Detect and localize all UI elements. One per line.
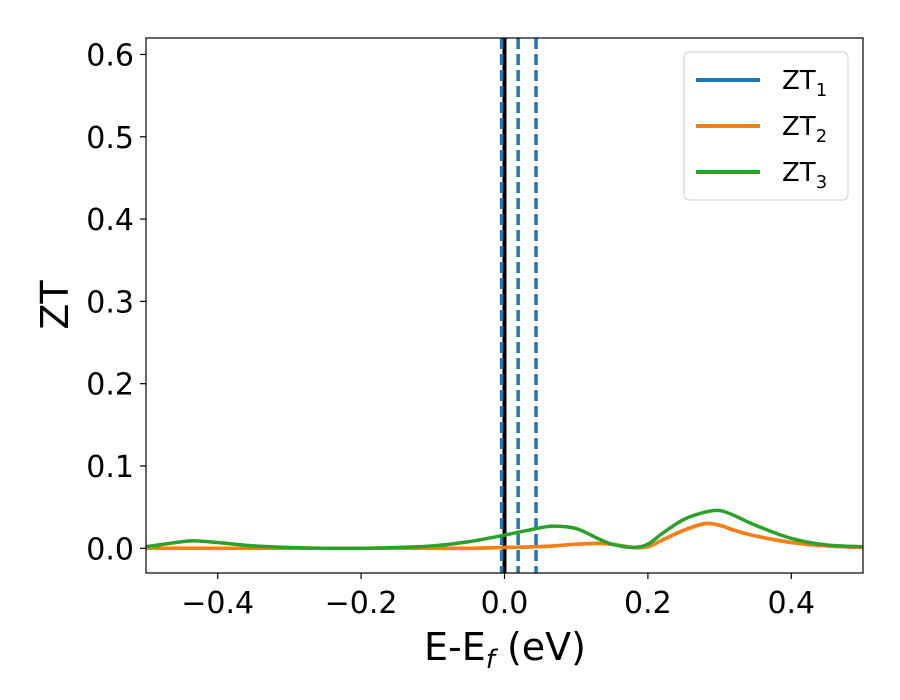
legend-label-zt2: ZT2: [782, 112, 827, 147]
legend-box: [683, 51, 849, 201]
series-line-zt3: [146, 508, 863, 551]
x-axis-ticks: −0.4 −0.2 0.0 0.2 0.4: [181, 573, 815, 621]
x-axis-title-main: E-E: [424, 625, 486, 669]
legend-label-zt1: ZT1: [782, 66, 827, 101]
y-tick-label: 0.3: [86, 285, 134, 320]
x-tick-label: −0.2: [325, 586, 398, 621]
y-tick-label: 0.0: [86, 532, 134, 567]
y-axis-title: ZT: [33, 280, 77, 330]
legend: ZT1 ZT2 ZT3: [683, 51, 849, 201]
vertical-lines: [499, 38, 538, 573]
y-axis-ticks: 0.0 0.1 0.2 0.3 0.4 0.5 0.6: [86, 38, 146, 567]
x-tick-label: −0.4: [181, 586, 254, 621]
y-tick-label: 0.4: [86, 203, 134, 238]
y-tick-label: 0.5: [86, 121, 134, 156]
y-tick-label: 0.1: [86, 450, 134, 485]
y-tick-label: 0.6: [86, 38, 134, 73]
x-tick-label: 0.2: [624, 586, 672, 621]
legend-label-zt3: ZT3: [782, 158, 827, 193]
x-axis-title: E-Ef (eV): [424, 625, 586, 675]
series-lines: [146, 508, 863, 551]
y-tick-label: 0.2: [86, 368, 134, 403]
x-tick-label: 0.4: [767, 586, 815, 621]
x-tick-label: 0.0: [481, 586, 529, 621]
x-axis-title-unit: (eV): [495, 625, 586, 669]
